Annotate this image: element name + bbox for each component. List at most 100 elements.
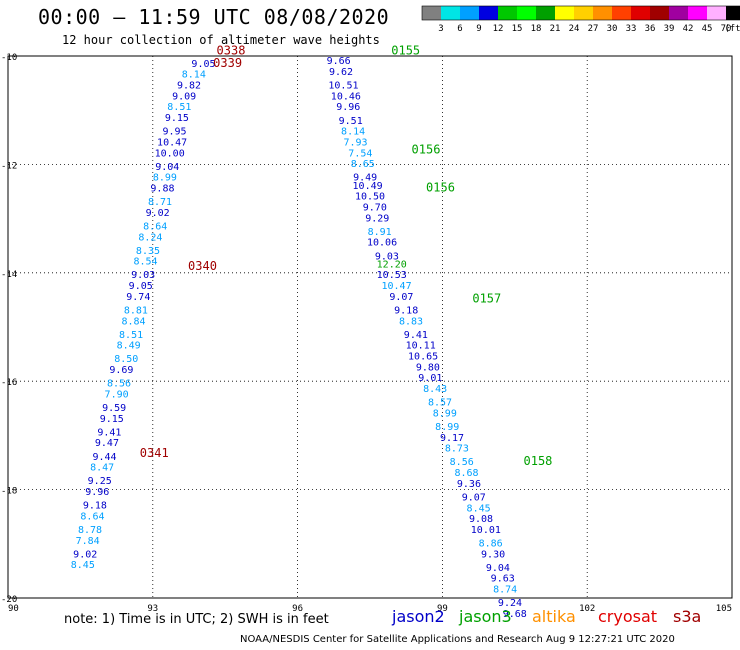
swh-value-label: 9.41 [97, 427, 121, 438]
swh-value-label: 9.69 [109, 365, 133, 376]
swh-value-label: 9.96 [336, 102, 360, 113]
track-label: 0158 [524, 454, 553, 468]
swh-value-label: 8.73 [445, 444, 469, 455]
colorbar-swatch [650, 6, 669, 20]
swh-value-label: 8.14 [341, 127, 365, 138]
track-label: 0339 [213, 56, 242, 70]
colorbar-unit: (ft) [724, 24, 740, 34]
swh-value-label: 9.15 [100, 414, 124, 425]
swh-value-label: 8.50 [114, 354, 138, 365]
swh-value-label: 8.84 [121, 316, 145, 327]
swh-value-label: 8.35 [136, 246, 160, 257]
swh-value-label: 10.46 [331, 91, 361, 102]
colorbar-tick-label: 6 [457, 24, 462, 34]
swh-value-label: 10.65 [408, 352, 438, 363]
swh-value-label: 9.80 [416, 362, 440, 373]
colorbar-tick-label: 42 [683, 24, 694, 34]
swh-value-label: 8.74 [493, 585, 517, 596]
legend-altika: altika [532, 607, 576, 626]
x-tick-label: 96 [292, 604, 303, 614]
colorbar-swatch [498, 6, 517, 20]
track-label: 0338 [217, 43, 246, 57]
swh-value-label: 8.99 [433, 408, 457, 419]
colorbar-swatch [479, 6, 498, 20]
track-label: 0340 [188, 259, 217, 273]
swh-value-label: 8.64 [143, 221, 167, 232]
swh-value-label: 8.86 [479, 539, 503, 550]
swh-value-label: 9.18 [83, 501, 107, 512]
swh-value-label: 9.49 [353, 173, 377, 184]
swh-value-label: 8.51 [119, 330, 143, 341]
swh-value-label: 8.24 [138, 232, 162, 243]
swh-value-label: 9.82 [177, 81, 201, 92]
track-label: 0157 [472, 292, 501, 306]
swh-value-label: 12.20 [377, 259, 407, 270]
swh-value-label: 9.03 [375, 251, 399, 262]
swh-value-label: 9.59 [102, 403, 126, 414]
track-label: 0156 [412, 143, 441, 157]
swh-value-label: 9.25 [88, 476, 112, 487]
colorbar-swatch [631, 6, 650, 20]
swh-value-label: 8.57 [428, 398, 452, 409]
swh-value-label: 8.14 [182, 70, 206, 81]
swh-value-label: 9.02 [146, 208, 170, 219]
swh-value-label: 9.51 [339, 116, 363, 127]
colorbar-swatch [555, 6, 574, 20]
colorbar-swatch [574, 6, 593, 20]
swh-value-label: 8.81 [124, 305, 148, 316]
swh-value-label: 8.56 [450, 457, 474, 468]
colorbar-tick-label: 21 [550, 24, 561, 34]
swh-value-label: 9.62 [329, 67, 353, 78]
swh-value-label: 8.51 [167, 102, 191, 113]
swh-value-label: 7.93 [343, 137, 367, 148]
swh-value-label: 10.49 [353, 181, 383, 192]
colorbar-swatch [422, 6, 441, 20]
colorbar-swatch [441, 6, 460, 20]
swh-value-label: 8.54 [134, 257, 158, 268]
swh-value-label: 10.47 [157, 137, 187, 148]
colorbar-swatch [669, 6, 688, 20]
y-tick-label: -16 [1, 378, 17, 388]
swh-value-label: 8.99 [153, 173, 177, 184]
swh-value-label: 9.05 [191, 59, 215, 70]
swh-value-label: 9.30 [481, 549, 505, 560]
swh-value-label: 9.95 [162, 127, 186, 138]
y-tick-label: -20 [1, 595, 17, 605]
colorbar-tick-label: 36 [645, 24, 656, 34]
swh-value-label: 8.43 [423, 384, 447, 395]
legend-cryosat: cryosat [598, 607, 658, 626]
colorbar-frame [421, 5, 740, 21]
swh-value-label: 7.84 [76, 536, 100, 547]
swh-value-label: 9.96 [85, 487, 109, 498]
swh-value-label: 7.54 [348, 148, 372, 159]
y-tick-label: -14 [1, 270, 17, 280]
x-tick-label: 90 [8, 604, 19, 614]
swh-value-label: 9.15 [165, 113, 189, 124]
swh-value-label: 9.05 [129, 281, 153, 292]
swh-value-label: 8.47 [90, 463, 114, 474]
swh-value-label: 10.06 [367, 238, 397, 249]
colorbar-swatch [612, 6, 631, 20]
swh-value-label: 9.09 [172, 91, 196, 102]
colorbar-tick-label: 18 [531, 24, 542, 34]
x-tick-label: 99 [437, 604, 448, 614]
y-tick-label: -10 [1, 53, 17, 63]
swh-value-label: 9.36 [457, 479, 481, 490]
track-label: 0341 [140, 446, 169, 460]
colorbar-tick-label: 30 [607, 24, 618, 34]
swh-value-label: 10.50 [355, 192, 385, 203]
swh-value-label: 10.11 [406, 341, 436, 352]
swh-value-label: 8.99 [435, 422, 459, 433]
track-label: 0156 [426, 181, 455, 195]
plot-frame [7, 55, 733, 599]
colorbar-tick-label: 24 [569, 24, 580, 34]
swh-value-label: 8.56 [107, 379, 131, 390]
swh-value-label: 9.66 [327, 56, 351, 67]
swh-value-label: 9.74 [126, 292, 150, 303]
colorbar-swatch [726, 6, 740, 20]
swh-value-label: 9.68 [503, 609, 527, 620]
swh-value-label: 10.01 [471, 525, 501, 536]
swh-value-label: 9.47 [95, 438, 119, 449]
swh-value-label: 9.44 [92, 452, 116, 463]
swh-value-label: 9.02 [73, 549, 97, 560]
